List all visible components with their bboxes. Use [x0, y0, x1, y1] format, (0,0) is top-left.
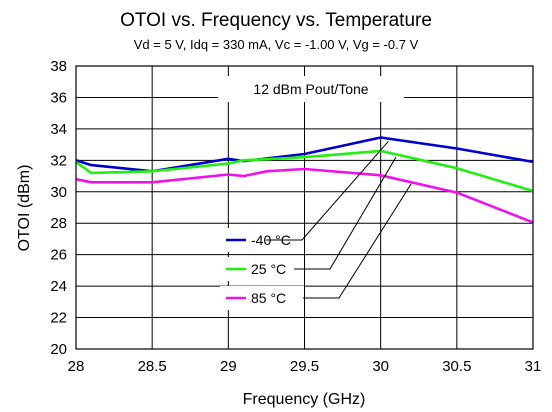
y-tick-label: 22	[50, 310, 67, 327]
x-tick-label: 31	[525, 358, 542, 375]
x-tick-label: 29.5	[290, 358, 319, 375]
tick-labels: 28 28.5 29 29.5 30 30.5 31 20 22 24 26 28 30 32 34 36 38	[50, 58, 541, 375]
y-tick-label: 38	[50, 58, 67, 75]
series-layer	[75, 136, 534, 224]
y-tick-label: 32	[50, 152, 67, 169]
y-tick-label: 24	[50, 278, 67, 295]
chart-title: OTOI vs. Frequency vs. Temperature	[120, 10, 432, 31]
legend-label: 25 °C	[251, 261, 286, 277]
plot-area	[75, 65, 534, 350]
leader-line	[294, 156, 397, 270]
y-tick-label: 26	[50, 247, 67, 264]
legend-label: 85 °C	[251, 290, 286, 306]
x-tick-label: 28.5	[138, 358, 167, 375]
legend: -40 °C25 °C85 °C	[220, 141, 412, 310]
series-line	[75, 167, 534, 224]
y-tick-label: 36	[50, 89, 67, 106]
y-axis-label: OTOI (dBm)	[16, 165, 33, 252]
x-axis-label: Frequency (GHz)	[243, 391, 366, 408]
annotation-box: 12 dBm Pout/Tone	[218, 76, 404, 102]
leader-line	[266, 141, 389, 241]
leader-line	[303, 183, 412, 299]
chart-subtitle: Vd = 5 V, Idq = 330 mA, Vc = -1.00 V, Vg…	[134, 37, 419, 52]
y-tick-label: 34	[50, 121, 67, 138]
y-tick-label: 20	[50, 341, 67, 358]
annotation-text: 12 dBm Pout/Tone	[253, 81, 368, 97]
x-tick-label: 30.5	[442, 358, 471, 375]
x-tick-label: 30	[372, 358, 389, 375]
y-tick-label: 30	[50, 184, 67, 201]
y-tick-label: 28	[50, 215, 67, 232]
series-line	[75, 149, 534, 193]
x-tick-label: 28	[68, 358, 85, 375]
x-tick-label: 29	[220, 358, 237, 375]
grid	[75, 65, 534, 350]
